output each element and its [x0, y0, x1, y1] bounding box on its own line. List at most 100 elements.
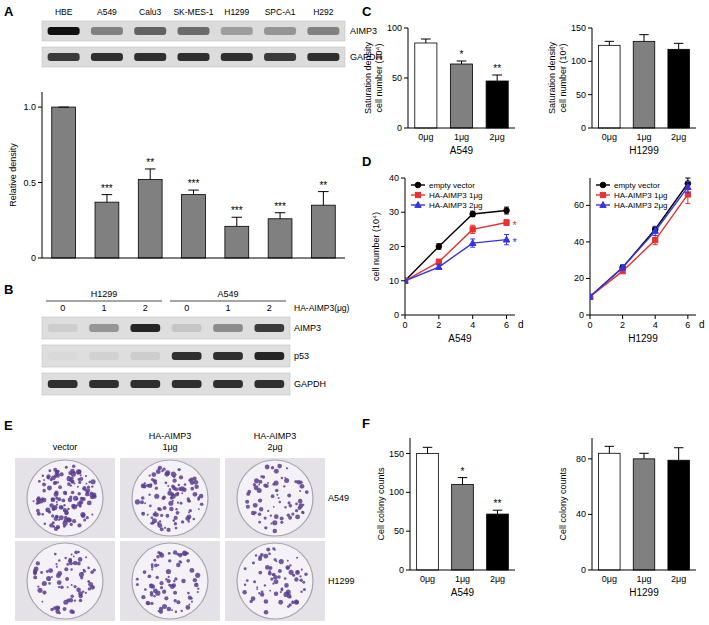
row-label: AIMP3	[294, 323, 321, 333]
plot-area	[599, 35, 690, 128]
colony	[284, 478, 289, 483]
band	[48, 380, 78, 388]
colony	[177, 492, 180, 495]
x-axis	[590, 315, 696, 316]
group-label: H1299	[91, 289, 118, 299]
colony	[156, 555, 160, 559]
colony	[262, 475, 266, 479]
chart-title: H1299	[629, 587, 659, 598]
colony	[54, 492, 59, 497]
colony	[272, 573, 275, 576]
annotation: ***	[101, 183, 113, 194]
chart-title: A549	[450, 145, 474, 156]
colony	[284, 477, 286, 479]
plate-photo	[225, 458, 325, 538]
chart-title: A549	[451, 587, 475, 598]
colony	[295, 601, 298, 604]
band	[48, 53, 80, 61]
colony	[80, 474, 82, 476]
x-tick-label: 2	[620, 320, 625, 330]
plot-area	[415, 39, 508, 128]
error-cap	[457, 61, 467, 62]
colony	[60, 472, 64, 476]
plot-area	[52, 107, 336, 258]
colony	[189, 568, 194, 573]
error-line	[497, 75, 498, 81]
colony	[163, 506, 167, 510]
colony	[268, 552, 271, 555]
error-cap	[145, 168, 155, 169]
colony	[272, 547, 275, 550]
annotation: *	[460, 49, 464, 60]
colony	[287, 560, 289, 562]
plot-area	[599, 446, 690, 570]
colony	[169, 507, 174, 512]
colony	[86, 491, 89, 494]
colony	[63, 504, 65, 506]
plate	[120, 541, 220, 621]
x-tick-label: 2	[436, 320, 441, 330]
colony	[280, 521, 283, 524]
colony	[66, 563, 69, 566]
bar	[415, 43, 437, 128]
colony	[268, 570, 271, 573]
colony	[156, 469, 161, 474]
colony	[42, 483, 46, 487]
y-tick	[588, 94, 592, 95]
blot-strip	[42, 21, 345, 41]
plate	[15, 541, 115, 621]
colony	[289, 570, 294, 575]
colony	[200, 503, 204, 507]
colony	[70, 595, 73, 598]
colony	[85, 492, 89, 496]
colony	[159, 581, 163, 585]
y-tick	[404, 128, 408, 129]
colony	[274, 514, 279, 519]
error-cap	[102, 194, 112, 195]
marker	[405, 277, 408, 283]
band	[130, 324, 160, 332]
colony	[36, 561, 40, 565]
column-label: 1μg	[162, 442, 177, 452]
y-tick-label: 50	[394, 526, 404, 536]
colony	[287, 494, 291, 498]
plate	[15, 458, 115, 538]
marker	[436, 244, 442, 250]
colony	[91, 513, 93, 515]
x-tick-label: 1μg	[636, 574, 651, 584]
colony	[54, 516, 59, 521]
y-tick	[401, 212, 405, 213]
colony	[162, 590, 166, 594]
colony	[242, 590, 246, 594]
x-tick-label: 0μg	[602, 574, 617, 584]
colony	[274, 579, 279, 584]
colony	[71, 554, 73, 556]
series-line	[590, 183, 688, 296]
error-cap	[318, 191, 328, 192]
error-bar	[58, 107, 68, 108]
colony	[265, 465, 270, 470]
colony	[193, 518, 196, 521]
colony	[260, 553, 264, 557]
dish	[132, 543, 208, 619]
colony	[151, 568, 153, 570]
band	[48, 324, 78, 332]
colony	[289, 596, 292, 599]
colony	[294, 577, 298, 581]
group-label: A549	[217, 289, 238, 299]
colony	[267, 510, 269, 512]
colony	[279, 559, 284, 564]
colony	[284, 577, 287, 580]
y-tick-label: 80	[576, 454, 586, 464]
y-tick	[406, 570, 410, 571]
colony	[80, 497, 84, 501]
colony	[264, 526, 267, 529]
lane-label: A549	[97, 7, 117, 17]
colony	[56, 503, 58, 505]
colony	[246, 579, 249, 582]
error-line	[678, 43, 679, 49]
y-tick	[588, 570, 592, 571]
colony	[284, 583, 289, 588]
colony	[176, 553, 179, 556]
plate	[225, 458, 325, 538]
